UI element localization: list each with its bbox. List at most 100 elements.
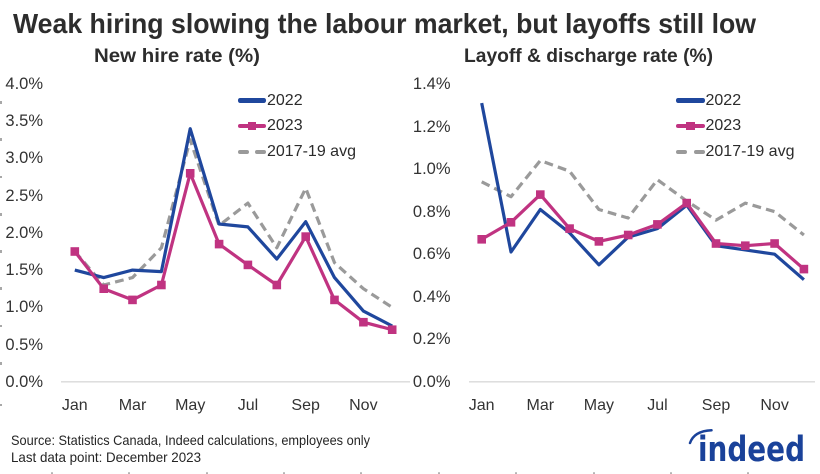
series-marker-square bbox=[185, 169, 195, 178]
series-marker-square bbox=[799, 264, 809, 274]
clipped-bottom-text-dot bbox=[437, 472, 440, 474]
x-tick-label: May bbox=[583, 397, 614, 415]
footer-source-note: Source: Statistics Canada, Indeed calcul… bbox=[10, 431, 370, 448]
y-tick-label: 1.0% bbox=[412, 160, 451, 179]
legend-label-2017-19-avg: 2017-19 avg bbox=[267, 142, 356, 160]
legend-line-swatch bbox=[237, 98, 267, 103]
y-tick-label: 2.0% bbox=[5, 223, 43, 242]
y-tick-label: 0.2% bbox=[412, 330, 451, 349]
series-marker-square bbox=[157, 280, 166, 290]
series-marker-square bbox=[711, 239, 721, 248]
legend-label-2022: 2022 bbox=[705, 91, 742, 109]
clipped-bottom-text-dot bbox=[128, 472, 131, 474]
y-tick-label: 0.4% bbox=[412, 287, 451, 306]
series-marker-square bbox=[99, 284, 108, 293]
series-marker-square bbox=[506, 218, 516, 227]
edge-minor-tick-mark bbox=[0, 324, 3, 328]
x-tick-label: Jul bbox=[237, 397, 259, 415]
legend-label-2017-19-avg: 2017-19 avg bbox=[705, 142, 795, 160]
series-marker-square bbox=[741, 241, 750, 250]
series-line-2023 bbox=[73, 171, 393, 332]
edge-minor-tick-mark bbox=[0, 403, 3, 407]
y-tick-label: 0.8% bbox=[412, 202, 451, 221]
y-tick-label: 3.5% bbox=[5, 112, 43, 131]
series-marker-square bbox=[653, 220, 662, 229]
series-marker-square bbox=[623, 230, 633, 240]
series-line-2017-19-avg bbox=[73, 138, 394, 309]
x-tick-label: Jan bbox=[468, 397, 495, 415]
series-marker-square bbox=[770, 239, 779, 248]
indeed-logo-wordmark: indeed bbox=[698, 430, 805, 470]
edge-minor-tick-mark bbox=[0, 250, 3, 253]
x-tick-label: Mar bbox=[118, 397, 147, 415]
y-tick-label: 1.4% bbox=[412, 75, 451, 93]
legend-label-2023: 2023 bbox=[705, 117, 742, 135]
left-plot-title: New hire rate (%) bbox=[94, 46, 260, 67]
x-tick-label: Nov bbox=[349, 397, 378, 415]
series-marker-square bbox=[359, 317, 368, 327]
series-marker-square bbox=[565, 224, 574, 233]
legend-label-2023: 2023 bbox=[267, 117, 303, 135]
series-line-2017-19-avg bbox=[480, 159, 805, 237]
clipped-bottom-text-dot bbox=[670, 472, 673, 474]
right-plot-title: Layoff & discharge rate (%) bbox=[464, 46, 714, 67]
y-tick-label: 2.5% bbox=[5, 186, 43, 205]
series-marker-square bbox=[330, 295, 339, 305]
y-tick-label: 1.2% bbox=[412, 117, 451, 136]
clipped-bottom-text-dot bbox=[747, 472, 750, 474]
clipped-bottom-text-dot bbox=[205, 472, 208, 474]
edge-minor-tick-mark bbox=[0, 138, 3, 142]
series-line-2023 bbox=[480, 193, 805, 271]
x-tick-label: Jul bbox=[647, 397, 668, 415]
clipped-bottom-text-dot bbox=[360, 472, 363, 474]
clipped-bottom-text-dot bbox=[282, 472, 285, 474]
y-tick-label: 1.0% bbox=[5, 298, 43, 317]
series-marker-square bbox=[301, 232, 310, 241]
clipped-bottom-text-dot bbox=[592, 472, 595, 474]
series-marker-square bbox=[682, 198, 691, 208]
x-tick-label: Jan bbox=[61, 397, 88, 415]
y-tick-label: 1.5% bbox=[5, 261, 43, 280]
indeed-logo: indeed bbox=[688, 428, 805, 470]
y-tick-label: 0.0% bbox=[5, 372, 43, 391]
x-tick-label: Mar bbox=[526, 397, 555, 415]
legend-label-2022: 2022 bbox=[267, 91, 303, 109]
series-marker-square bbox=[387, 325, 397, 334]
edge-minor-tick-mark bbox=[0, 287, 3, 291]
series-marker-square bbox=[70, 247, 80, 256]
series-marker-square bbox=[214, 239, 224, 249]
series-marker-square bbox=[536, 190, 545, 199]
series-line-2022 bbox=[480, 102, 805, 281]
edge-minor-tick-mark bbox=[0, 361, 3, 365]
y-tick-label: 0.6% bbox=[412, 245, 451, 264]
x-tick-label: Nov bbox=[760, 397, 789, 415]
legend-dash-swatch bbox=[255, 149, 267, 154]
x-tick-label: Sep bbox=[701, 397, 731, 415]
legend-dash-swatch bbox=[676, 149, 688, 154]
indeed-logo-arc bbox=[688, 428, 713, 445]
legend-square-marker bbox=[247, 121, 257, 131]
page-title: Weak hiring slowing the labour market, b… bbox=[13, 8, 757, 39]
legend-dash-swatch bbox=[237, 149, 249, 154]
y-tick-label: 4.0% bbox=[5, 75, 43, 93]
clipped-bottom-text-dot bbox=[515, 472, 518, 474]
y-tick-label: 0.0% bbox=[412, 372, 451, 391]
edge-minor-tick-mark bbox=[0, 101, 3, 104]
x-tick-label: May bbox=[175, 397, 206, 415]
legend-dash-swatch bbox=[693, 149, 705, 154]
y-tick-label: 3.0% bbox=[5, 149, 43, 168]
footer-last-data-note: Last data point: December 2023 bbox=[10, 449, 201, 465]
series-marker-square bbox=[594, 237, 604, 246]
clipped-bottom-text-dot bbox=[50, 472, 53, 474]
edge-minor-tick-mark bbox=[0, 212, 3, 216]
x-tick-label: Sep bbox=[291, 397, 320, 415]
series-marker-square bbox=[477, 235, 486, 244]
series-line-2022 bbox=[74, 127, 393, 328]
series-marker-square bbox=[128, 295, 137, 305]
y-tick-label: 0.5% bbox=[5, 335, 43, 354]
series-marker-square bbox=[272, 280, 282, 290]
legend-line-swatch bbox=[676, 98, 705, 103]
series-marker-square bbox=[243, 260, 253, 270]
